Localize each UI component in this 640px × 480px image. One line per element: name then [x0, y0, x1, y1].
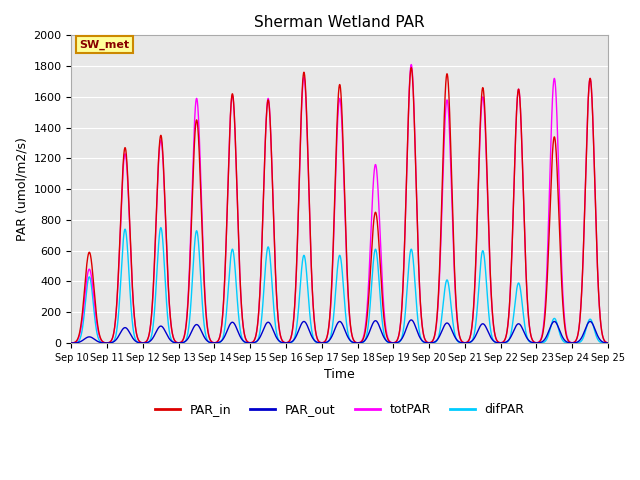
Text: SW_met: SW_met: [79, 40, 129, 50]
Y-axis label: PAR (umol/m2/s): PAR (umol/m2/s): [15, 137, 28, 241]
X-axis label: Time: Time: [324, 368, 355, 381]
Legend: PAR_in, PAR_out, totPAR, difPAR: PAR_in, PAR_out, totPAR, difPAR: [150, 398, 530, 421]
Title: Sherman Wetland PAR: Sherman Wetland PAR: [254, 15, 425, 30]
